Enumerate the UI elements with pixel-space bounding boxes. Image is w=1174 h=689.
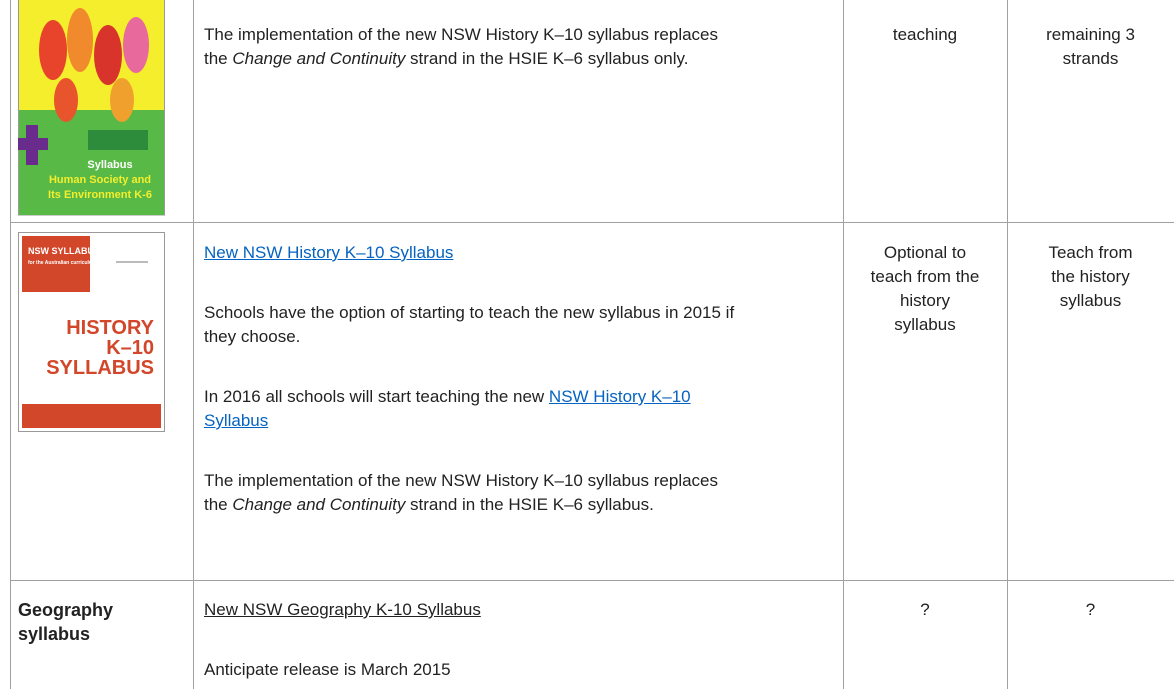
paragraph: In 2016 all schools will start teaching … [204, 385, 739, 433]
syllabus-link[interactable]: New NSW Geography K-10 Syllabus [204, 600, 481, 619]
status-2016: remaining 3 strands [1007, 23, 1174, 71]
paragraph: The implementation of the new NSW Histor… [204, 469, 739, 517]
status-2016: ? [1007, 598, 1174, 622]
description: New NSW History K–10 Syllabus Schools ha… [204, 241, 739, 517]
table-border [10, 580, 1174, 581]
paragraph: New NSW Geography K-10 Syllabus [204, 598, 739, 622]
paragraph: Schools have the option of starting to t… [204, 303, 735, 346]
status-2015: Optional to teach from the history sylla… [843, 241, 1007, 337]
thumbnail-text: NSW SYLLABUS [28, 246, 100, 256]
text: ? [920, 600, 930, 619]
paragraph: The implementation of the new NSW Histor… [204, 23, 739, 71]
description: The implementation of the new NSW Histor… [204, 23, 739, 71]
row-heading: Geography syllabus [18, 600, 114, 644]
text: The implementation of the new NSW Histor… [204, 471, 719, 514]
emphasis: Change and Continuity [232, 495, 406, 514]
thumbnail-text: Syllabus [87, 159, 132, 171]
thumbnail-text: HISTORY [66, 317, 154, 339]
thumbnail-text: for the Australian curriculum [28, 260, 97, 266]
text: Teach from the history syllabus [1048, 243, 1133, 310]
status-2015: teaching [843, 23, 1007, 47]
table-border [10, 0, 11, 689]
syllabus-link[interactable]: NSW History K–10 Syllabus [204, 387, 691, 430]
history-syllabus-cover: NSW SYLLABUS for the Australian curricul… [18, 232, 165, 432]
paragraph: Anticipate release is March 2015 [204, 660, 451, 679]
table-border [10, 222, 1174, 223]
hsie-syllabus-cover: Syllabus Human Society and Its Environme… [18, 0, 165, 216]
text: Optional to teach from the history sylla… [870, 243, 980, 334]
syllabus-link[interactable]: New NSW History K–10 Syllabus [204, 243, 454, 262]
description: New NSW Geography K-10 Syllabus Anticipa… [204, 598, 739, 682]
table-border [1007, 0, 1008, 689]
text: remaining 3 strands [1046, 25, 1135, 68]
paragraph: New NSW History K–10 Syllabus [204, 241, 739, 265]
emphasis: Change and Continuity [232, 49, 406, 68]
status-2016: Teach from the history syllabus [1007, 241, 1174, 313]
text: strand in the HSIE K–6 syllabus only. [405, 49, 689, 68]
thumbnail-text: Human Society and [49, 174, 151, 186]
table-border [843, 0, 844, 689]
text: In 2016 all schools will start teaching … [204, 387, 549, 406]
text: ? [1085, 600, 1096, 619]
text: The implementation of the new NSW Histor… [204, 25, 719, 68]
text: teaching [892, 25, 958, 44]
table-border [193, 0, 194, 689]
status-2015: ? [843, 598, 1007, 622]
thumbnail-text: K–10 [106, 337, 154, 359]
thumbnail-text: Its Environment K-6 [48, 189, 152, 201]
thumbnail-text: SYLLABUS [46, 357, 154, 379]
text: strand in the HSIE K–6 syllabus. [405, 495, 654, 514]
